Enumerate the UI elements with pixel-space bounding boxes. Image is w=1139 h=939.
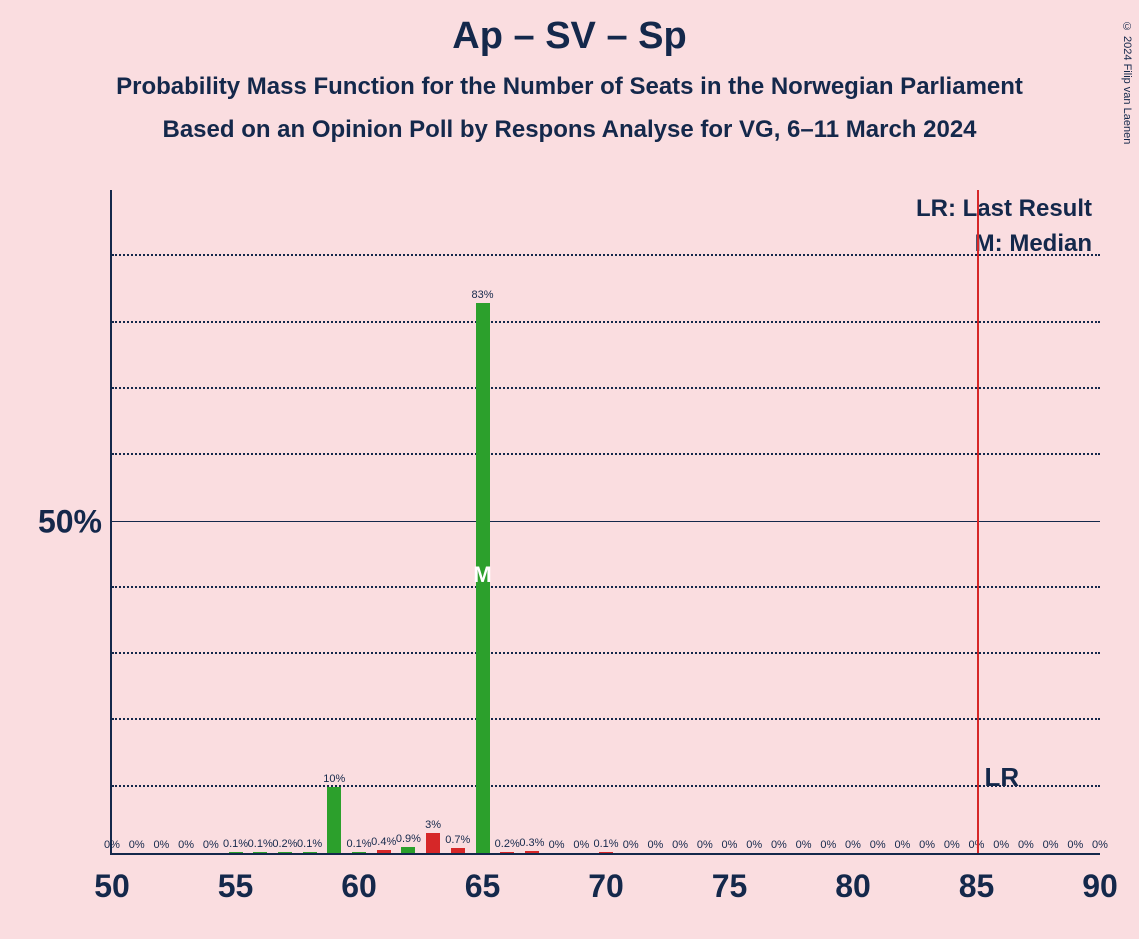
bar: 0.1% [303, 852, 317, 853]
bar: 0.1% [229, 852, 243, 853]
x-axis-tick: 50 [94, 853, 130, 905]
x-axis-tick: 60 [341, 853, 377, 905]
bar-label: 0% [919, 839, 935, 853]
last-result-line [977, 190, 979, 853]
bar: 0.9% [401, 847, 415, 853]
chart-subtitle-2: Based on an Opinion Poll by Respons Anal… [0, 116, 1139, 144]
bar-label: 0.2% [272, 838, 297, 852]
x-axis-tick: 80 [835, 853, 871, 905]
bar-label: 0% [573, 839, 589, 853]
bar-label: 0% [820, 839, 836, 853]
bar-label: 0.4% [371, 836, 396, 850]
bar-label: 0% [129, 839, 145, 853]
bar-label: 0.2% [495, 838, 520, 852]
chart-area: LR: Last Result M: Median 50%50556065707… [110, 190, 1100, 855]
bar-label: 0.1% [248, 838, 273, 852]
bar-label: 0% [944, 839, 960, 853]
gridline [112, 453, 1100, 455]
bar: 0.1% [253, 852, 267, 853]
gridline [112, 586, 1100, 588]
last-result-mark: LR [985, 762, 1020, 793]
bar-label: 0% [771, 839, 787, 853]
gridline-major [112, 521, 1100, 522]
bar-label: 0.3% [519, 837, 544, 851]
bar-label: 0% [203, 839, 219, 853]
bar-label: 0% [722, 839, 738, 853]
bar-label: 83% [471, 289, 493, 303]
bar-label: 0% [672, 839, 688, 853]
bar-label: 0% [623, 839, 639, 853]
bar: 0.2% [500, 852, 514, 853]
bar-label: 0.1% [223, 838, 248, 852]
x-axis-tick: 90 [1082, 853, 1118, 905]
x-axis-tick: 55 [218, 853, 254, 905]
bar-label: 0.7% [445, 834, 470, 848]
bar-label: 0% [1067, 839, 1083, 853]
gridline [112, 652, 1100, 654]
bar-label: 0.1% [593, 838, 618, 852]
bar: 0.7% [451, 848, 465, 853]
bar: 0.2% [278, 852, 292, 853]
x-axis-tick: 75 [712, 853, 748, 905]
chart-subtitle-1: Probability Mass Function for the Number… [0, 73, 1139, 101]
median-mark: M [473, 562, 491, 588]
bar: 0.3% [525, 851, 539, 853]
bar-label: 3% [425, 819, 441, 833]
bar-label: 0% [178, 839, 194, 853]
bar-label: 0% [1043, 839, 1059, 853]
bar-label: 0.1% [346, 838, 371, 852]
bar-label: 0% [845, 839, 861, 853]
bar-label: 0% [549, 839, 565, 853]
gridline [112, 785, 1100, 787]
x-axis-tick: 70 [588, 853, 624, 905]
x-axis-tick: 85 [959, 853, 995, 905]
bar-label: 0% [993, 839, 1009, 853]
bar-label: 0% [697, 839, 713, 853]
bar-label: 0% [796, 839, 812, 853]
bar-label: 10% [323, 773, 345, 787]
bar: 0.1% [599, 852, 613, 853]
y-axis-label: 50% [38, 503, 112, 540]
bar: 10% [327, 787, 341, 853]
gridline [112, 718, 1100, 720]
gridline [112, 254, 1100, 256]
bar: 0.4% [377, 850, 391, 853]
gridline [112, 321, 1100, 323]
bar-label: 0% [153, 839, 169, 853]
bar-label: 0% [1092, 839, 1108, 853]
chart-title: Ap – SV – Sp [0, 15, 1139, 58]
bar-label: 0.1% [297, 838, 322, 852]
bar-label: 0% [894, 839, 910, 853]
legend-lr: LR: Last Result [916, 195, 1092, 223]
bar-label: 0.9% [396, 833, 421, 847]
bar-label: 0% [1018, 839, 1034, 853]
bar-label: 0% [870, 839, 886, 853]
bar: 3% [426, 833, 440, 853]
x-axis-tick: 65 [465, 853, 501, 905]
bar-label: 0% [746, 839, 762, 853]
bar-label: 0% [647, 839, 663, 853]
bar-label: 0% [104, 839, 120, 853]
gridline [112, 387, 1100, 389]
copyright-text: © 2024 Filip van Laenen [1121, 21, 1133, 144]
bar: 0.1% [352, 852, 366, 853]
